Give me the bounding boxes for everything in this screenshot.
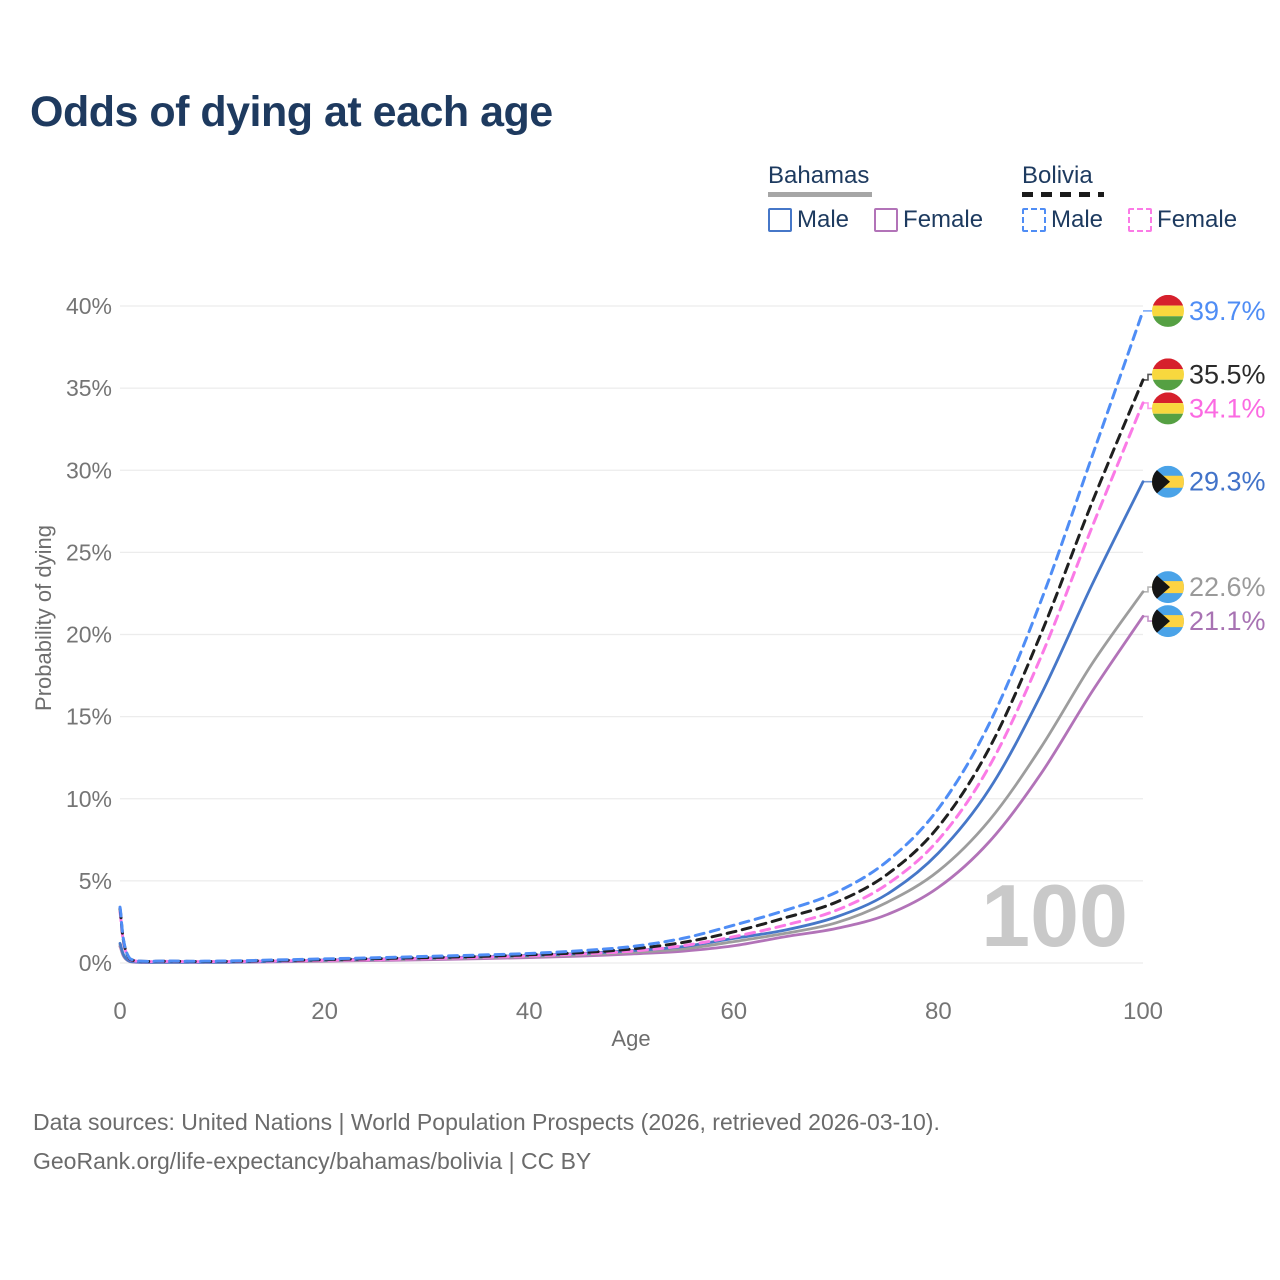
bolivia-flag-icon	[1152, 358, 1184, 391]
bolivia-dashed-line-swatch	[1022, 192, 1104, 197]
bahamas-male-swatch[interactable]	[768, 208, 792, 232]
end-value-label-bahamas-male: 29.3%	[1189, 467, 1266, 497]
bahamas-flag-icon	[1152, 605, 1184, 638]
legend-group-bolivia: Bolivia Male Female	[1022, 163, 1237, 234]
y-tick-label: 20%	[66, 622, 112, 648]
x-tick-label: 0	[113, 998, 126, 1025]
y-tick-label: 30%	[66, 457, 112, 483]
legend-item-label[interactable]: Female	[1157, 206, 1238, 233]
end-connector	[1143, 373, 1152, 381]
end-connector	[1143, 586, 1152, 593]
legend: Bahamas Male Female Bolivia Male Female	[768, 163, 1258, 247]
bolivia-female-swatch[interactable]	[1128, 208, 1153, 232]
series-line-bolivia-female[interactable]	[118, 401, 1145, 964]
bolivia-male-swatch[interactable]	[1022, 208, 1046, 232]
legend-item-label[interactable]: Female	[903, 206, 984, 233]
end-value-label-bahamas-both-sexes: 22.6%	[1189, 572, 1266, 602]
legend-item-label[interactable]: Male	[797, 206, 850, 233]
y-tick-label: 5%	[79, 868, 112, 894]
legend-item-label[interactable]: Male	[1051, 206, 1104, 233]
y-tick-label: 35%	[66, 375, 112, 401]
x-tick-label: 60	[720, 998, 747, 1025]
bahamas-female-swatch[interactable]	[874, 208, 899, 232]
end-value-label-bolivia-male: 39.7%	[1189, 296, 1266, 326]
x-tick-label: 100	[1123, 998, 1163, 1025]
y-tick-label: 40%	[66, 293, 112, 319]
bolivia-flag-icon	[1152, 294, 1184, 327]
footer-data-sources: Data sources: United Nations | World Pop…	[33, 1109, 940, 1135]
bahamas-solid-line-swatch	[768, 192, 872, 197]
y-tick-label: 10%	[66, 786, 112, 812]
x-tick-label: 20	[311, 998, 338, 1025]
page-title: Odds of dying at each age	[30, 88, 553, 136]
bahamas-flag-icon	[1152, 571, 1184, 604]
legend-group-title: Bolivia	[1022, 162, 1093, 189]
footer-attribution: GeoRank.org/life-expectancy/bahamas/boli…	[33, 1148, 592, 1174]
end-connector	[1143, 615, 1152, 622]
legend-group-title: Bahamas	[768, 162, 870, 189]
y-tick-label: 0%	[79, 950, 112, 976]
series-line-bolivia-male[interactable]	[118, 309, 1145, 963]
end-value-label-bolivia-female: 34.1%	[1189, 393, 1266, 423]
end-connector	[1143, 402, 1152, 410]
end-value-label-bolivia-both-sexes: 35.5%	[1189, 359, 1266, 389]
x-axis-title: Age	[611, 1026, 651, 1051]
age-watermark: 100	[981, 866, 1128, 965]
legend-group-bahamas: Bahamas Male Female	[768, 163, 983, 234]
y-tick-label: 15%	[66, 704, 112, 730]
y-axis-title: Probability of dying	[31, 525, 56, 711]
series-line-bahamas-male[interactable]	[118, 480, 1145, 964]
y-tick-label: 25%	[66, 539, 112, 565]
bahamas-flag-icon	[1152, 465, 1184, 498]
bolivia-flag-icon	[1152, 392, 1184, 425]
x-tick-label: 40	[516, 998, 543, 1025]
end-value-label-bahamas-female: 21.1%	[1189, 606, 1266, 636]
x-tick-label: 80	[925, 998, 952, 1025]
